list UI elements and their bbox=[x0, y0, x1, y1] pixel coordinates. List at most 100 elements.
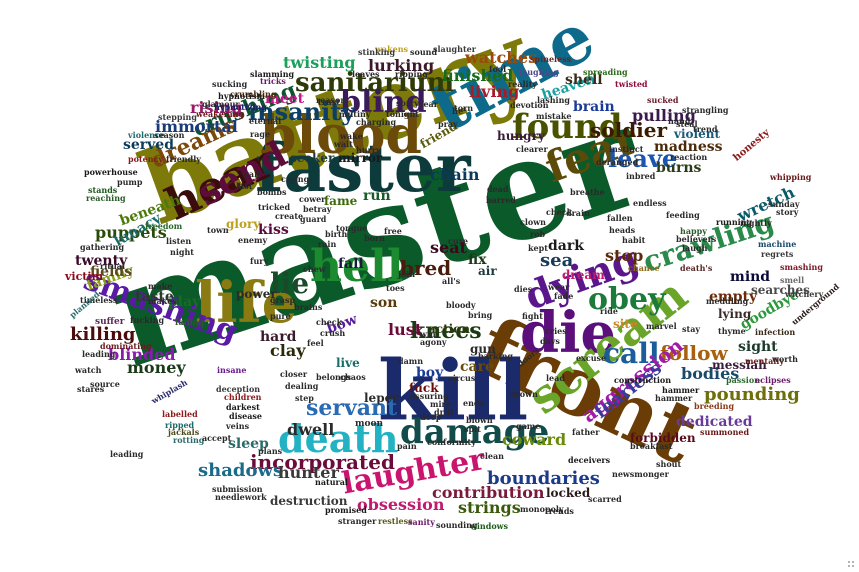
word-run: run bbox=[363, 188, 391, 204]
word-feeding: feeding bbox=[666, 210, 700, 220]
word-veins: veins bbox=[226, 421, 250, 431]
word-windows: windows bbox=[470, 521, 509, 531]
word-play: play bbox=[168, 294, 201, 310]
word-live: live bbox=[336, 356, 360, 370]
word-join: join bbox=[398, 269, 416, 279]
word-pump: pump bbox=[117, 177, 143, 187]
word-bombs: bombs bbox=[257, 187, 287, 197]
word-dead: dead bbox=[487, 184, 509, 194]
word-tricks: tricks bbox=[260, 76, 286, 86]
word-contribution: contribution bbox=[432, 483, 545, 502]
word-trends: trends bbox=[545, 506, 574, 516]
word-faster: faster bbox=[255, 129, 471, 207]
word-kill: kill bbox=[378, 343, 529, 439]
word-father: father bbox=[572, 427, 600, 437]
word-tonight: tonight bbox=[386, 109, 419, 119]
word-betray: betray bbox=[303, 204, 332, 214]
word-blown: blown bbox=[466, 415, 493, 425]
word-step: step bbox=[295, 393, 314, 403]
word-gathering: gathering bbox=[80, 242, 125, 252]
word-inbred: inbred bbox=[626, 171, 656, 181]
word-victim: victim bbox=[65, 270, 104, 283]
word-blind: blind bbox=[340, 85, 427, 120]
word-circus: circus bbox=[448, 373, 476, 383]
word-boundaries: boundaries bbox=[487, 468, 600, 489]
word-deranged: deranged bbox=[596, 157, 639, 167]
word-trend: trend bbox=[693, 124, 718, 134]
word-submission: submission bbox=[212, 484, 263, 494]
word-thyme: thyme bbox=[718, 326, 746, 336]
word-laughing: laughing bbox=[519, 67, 559, 77]
word-mutiny: mutiny bbox=[339, 109, 371, 119]
word-seeker: seeker bbox=[290, 151, 335, 165]
word-air: air bbox=[478, 264, 497, 278]
word-meet: meet bbox=[265, 91, 305, 107]
word-twenty: twenty bbox=[75, 253, 128, 269]
word-chaos: chaos bbox=[340, 372, 366, 382]
word-charging: charging bbox=[356, 117, 397, 127]
word-dies: dies bbox=[514, 284, 533, 294]
word-sea: sea bbox=[540, 250, 574, 271]
word-mistake: mistake bbox=[536, 111, 572, 121]
word-hand: hand bbox=[668, 116, 691, 126]
word-action: action bbox=[428, 322, 470, 336]
word-torn: torn bbox=[454, 103, 474, 113]
word-empty: empty bbox=[709, 289, 758, 305]
word-chew: chew bbox=[303, 264, 326, 274]
word-reality: reality bbox=[508, 79, 537, 89]
word-fall: fall bbox=[338, 256, 364, 272]
word-hammer: hammer bbox=[662, 385, 700, 395]
word-follow: follow bbox=[660, 341, 728, 365]
word-newsmonger: newsmonger bbox=[612, 469, 669, 479]
word-death-s: death's bbox=[680, 263, 713, 273]
word-check: check bbox=[316, 317, 343, 327]
word-bring: bring bbox=[468, 310, 493, 320]
word-honesty: honesty bbox=[731, 127, 772, 164]
word-tricked: tricked bbox=[258, 202, 291, 212]
word-jackals: jackals bbox=[168, 427, 200, 437]
word-crumbling: crumbling bbox=[230, 89, 277, 99]
word-make: make bbox=[148, 281, 173, 291]
word-shadows: shadows bbox=[198, 460, 284, 481]
word-fade: fade bbox=[554, 291, 574, 301]
word-bloody: bloody bbox=[446, 300, 476, 310]
word-rain: rain bbox=[318, 239, 337, 249]
word-source: source bbox=[90, 379, 120, 389]
word-fury: fury bbox=[250, 256, 269, 266]
word-labelled: labelled bbox=[162, 409, 198, 419]
word-habit: habit bbox=[622, 235, 646, 245]
word-money: money bbox=[127, 358, 186, 377]
word-twisted: twisted bbox=[615, 79, 648, 89]
word-tongue: tongue bbox=[336, 223, 368, 233]
word-happy: happy bbox=[680, 226, 707, 236]
word-lurking: lurking bbox=[368, 56, 435, 75]
word-sounding: sounding bbox=[436, 520, 478, 530]
word-rob: rob bbox=[530, 229, 546, 239]
word-hell: hell bbox=[310, 241, 404, 292]
word-potency: potency bbox=[128, 154, 164, 164]
word-smell: smell bbox=[780, 275, 805, 285]
word-slaughter: slaughter bbox=[433, 44, 476, 54]
word-belongs: belongs bbox=[316, 372, 351, 382]
word-ripping: ripping bbox=[395, 69, 428, 79]
word-falling: falling bbox=[175, 317, 205, 327]
word-listen: listen bbox=[166, 236, 192, 246]
word-lead: lead bbox=[546, 373, 565, 383]
word-fucking: fucking bbox=[130, 315, 165, 325]
word-pounding: pounding bbox=[704, 384, 800, 405]
word-cure: cure bbox=[448, 236, 468, 246]
word-feel: feel bbox=[307, 338, 324, 348]
word-taste: taste bbox=[135, 289, 174, 305]
word-die: die bbox=[520, 300, 617, 366]
word-fuck: fuck bbox=[409, 381, 439, 395]
word-lie: lie bbox=[270, 267, 310, 300]
word-rage: rage bbox=[250, 129, 271, 139]
word-machine: machine bbox=[758, 239, 797, 249]
word-closer: closer bbox=[280, 369, 308, 379]
word-kiss: kiss bbox=[258, 222, 289, 238]
word-accept: accept bbox=[202, 433, 232, 443]
word-dominating: dominating bbox=[100, 341, 152, 351]
word-rotting: rotting bbox=[173, 435, 205, 445]
word-breeding: breeding bbox=[694, 401, 735, 411]
